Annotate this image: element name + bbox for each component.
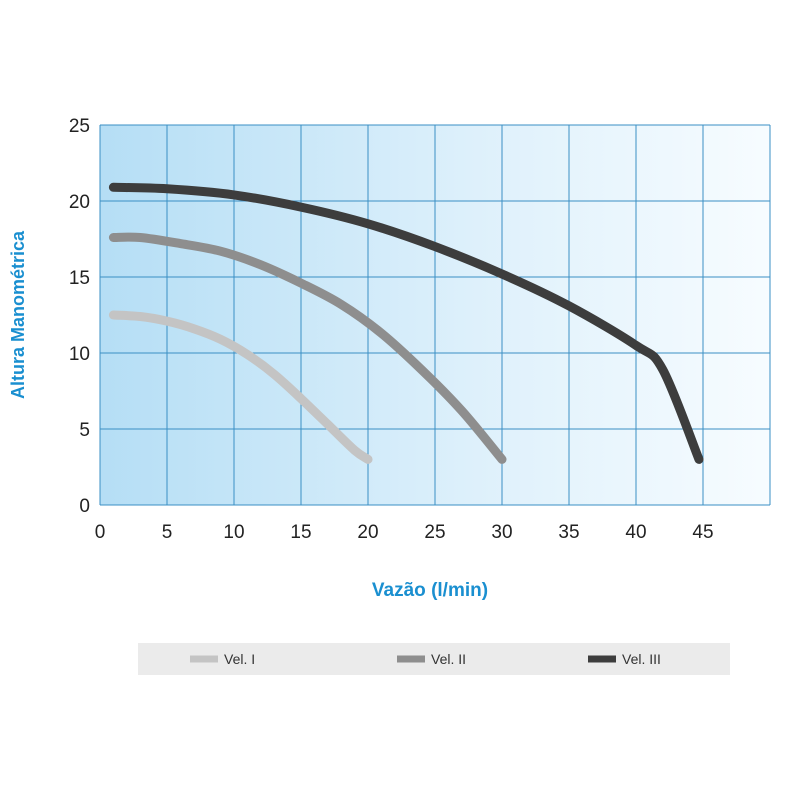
x-tick-label-9: 45 — [692, 522, 713, 543]
axis-ticks: 0 5 10 15 20 25 30 35 40 45 0 5 10 15 20 25 — [69, 116, 714, 543]
legend-label-vel-1: Vel. I — [224, 651, 255, 667]
y-tick-label-2: 10 — [69, 344, 90, 365]
y-axis-label: Altura Manométrica — [8, 230, 28, 399]
x-tick-label-0: 0 — [95, 522, 106, 543]
x-tick-label-1: 5 — [162, 522, 173, 543]
x-tick-label-5: 25 — [424, 522, 445, 543]
y-tick-label-4: 20 — [69, 192, 90, 213]
y-tick-label-0: 0 — [79, 496, 90, 517]
series-lines — [108, 182, 704, 464]
series-line-vel-1 — [108, 310, 373, 464]
x-tick-label-6: 30 — [491, 522, 512, 543]
y-tick-label-3: 15 — [69, 268, 90, 289]
grid — [99, 124, 771, 506]
x-tick-label-7: 35 — [558, 522, 579, 543]
legend-label-vel-3: Vel. III — [622, 651, 661, 667]
series-line-vel-3 — [108, 182, 704, 464]
y-tick-label-5: 25 — [69, 116, 90, 137]
x-tick-label-2: 10 — [223, 522, 244, 543]
legend-label-vel-2: Vel. II — [431, 651, 466, 667]
x-tick-label-8: 40 — [625, 522, 646, 543]
series-line-vel-2 — [108, 232, 507, 464]
x-axis-label: Vazão (l/min) — [372, 580, 488, 601]
legend-box — [138, 643, 730, 675]
y-tick-label-1: 5 — [79, 420, 90, 441]
legend: Vel. I Vel. II Vel. III — [190, 651, 661, 667]
x-tick-label-4: 20 — [357, 522, 378, 543]
x-tick-label-3: 15 — [290, 522, 311, 543]
